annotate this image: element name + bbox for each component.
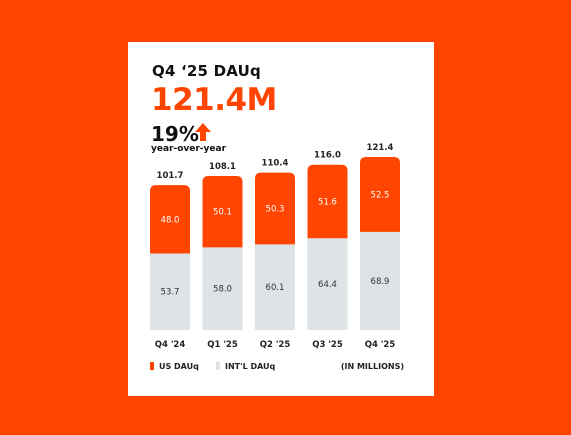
x-tick-label: Q4 '24 [155, 340, 186, 350]
dau-card: Q4 ‘25 DAUq 121.4M 19% year-over-year 53… [128, 42, 434, 396]
total-label: 110.4 [262, 159, 289, 169]
x-tick-label: Q4 '25 [365, 340, 396, 350]
bar-segment-intl [307, 238, 348, 330]
total-label: 108.1 [209, 162, 236, 172]
bar-segment-us [255, 172, 295, 245]
arrow-up-icon [195, 123, 211, 141]
data-label-us: 50.3 [266, 205, 285, 215]
bar-segment-intl [150, 253, 190, 330]
growth-value: 19% [151, 122, 199, 146]
headline-value: 121.4M [151, 82, 277, 118]
stacked-bar-chart: 53.7 48.0 101.7 Q4 '24 58.0 50.1 108.1 Q1 '25 60… [150, 143, 400, 350]
bar-segment-intl [202, 247, 243, 330]
data-label-us: 50.1 [213, 208, 232, 218]
data-label-us: 52.5 [371, 190, 390, 200]
total-label: 116.0 [314, 151, 341, 161]
units-label: (IN MILLIONS) [340, 362, 404, 371]
legend-swatch-us [150, 362, 154, 370]
data-label-us: 48.0 [161, 215, 180, 225]
data-label-us: 51.6 [318, 197, 337, 207]
bar-segment-us [360, 157, 400, 232]
data-label-intl: 68.9 [371, 277, 390, 287]
x-tick-label: Q3 '25 [312, 340, 343, 350]
legend-swatch-intl [216, 362, 220, 370]
data-label-intl: 64.4 [318, 280, 337, 290]
x-tick-label: Q2 '25 [260, 340, 291, 350]
bar-segment-us [202, 175, 243, 248]
legend-label-us: US DAUq [159, 362, 199, 371]
bar-segment-us [307, 164, 348, 239]
bar-segment-intl [255, 244, 295, 330]
data-label-intl: 53.7 [161, 288, 180, 298]
bar-segment-intl [360, 231, 400, 330]
total-label: 101.7 [157, 171, 184, 181]
data-label-intl: 58.0 [213, 285, 232, 295]
bar-segment-us [150, 185, 190, 254]
card-title: Q4 ‘25 DAUq [152, 62, 261, 80]
growth-label: year-over-year [151, 144, 227, 154]
legend-label-intl: INT'L DAUq [225, 362, 276, 371]
data-label-intl: 60.1 [266, 283, 285, 293]
x-tick-label: Q1 '25 [207, 340, 238, 350]
total-label: 121.4 [367, 143, 394, 153]
